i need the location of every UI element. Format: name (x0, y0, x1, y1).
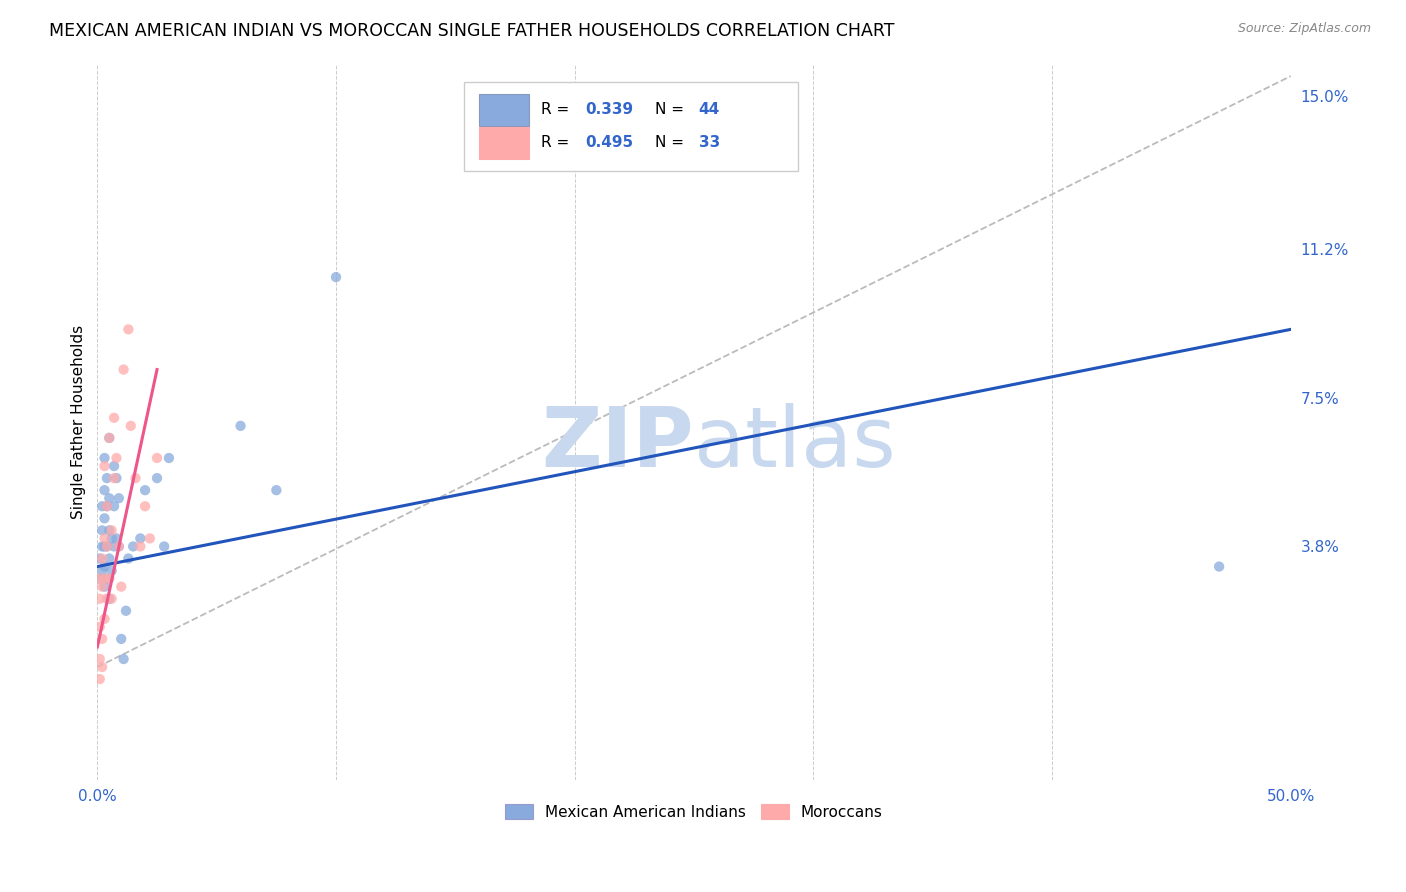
Point (96, 500, 118, 514)
Point (91, 524, 114, 538)
Point (98, 524, 121, 538)
Point (89, 572, 111, 586)
Point (129, 540, 152, 554)
Point (157, 450, 180, 465)
Text: N =: N = (655, 136, 689, 150)
Text: R =: R = (541, 103, 575, 118)
Point (93, 572, 115, 586)
Point (93, 450, 115, 465)
Text: 33: 33 (699, 136, 720, 150)
Point (115, 604, 138, 618)
Point (93, 532, 115, 546)
Point (146, 471, 169, 485)
Point (100, 564, 122, 578)
Point (105, 532, 128, 546)
Point (91, 540, 114, 554)
Point (89, 551, 111, 566)
Point (96, 500, 118, 514)
Point (325, 270, 347, 285)
Point (93, 511, 115, 525)
FancyBboxPatch shape (479, 95, 529, 126)
Legend: Mexican American Indians, Moroccans: Mexican American Indians, Moroccans (499, 797, 889, 826)
Point (134, 483, 156, 498)
Point (89, 652, 111, 666)
Point (96, 591, 118, 606)
Point (117, 322, 139, 336)
Point (108, 540, 131, 554)
Point (89, 572, 111, 586)
Point (229, 418, 252, 433)
Point (117, 551, 139, 566)
Point (91, 660, 114, 674)
Point (89, 591, 111, 606)
Point (93, 458, 115, 473)
Point (139, 532, 162, 546)
Point (98, 491, 121, 506)
Point (266, 483, 288, 498)
Point (98, 572, 121, 586)
Point (103, 471, 125, 485)
Point (96, 540, 118, 554)
Text: Source: ZipAtlas.com: Source: ZipAtlas.com (1237, 22, 1371, 36)
Point (108, 540, 131, 554)
Point (103, 410, 125, 425)
Point (105, 471, 128, 485)
Point (103, 458, 125, 473)
Point (112, 362, 135, 376)
Point (103, 540, 125, 554)
Point (89, 672, 111, 686)
Point (96, 572, 118, 586)
Point (98, 551, 121, 566)
Point (124, 471, 146, 485)
Point (146, 450, 169, 465)
Point (93, 580, 115, 594)
Point (91, 551, 114, 566)
Point (110, 580, 132, 594)
Point (91, 564, 114, 578)
Point (96, 471, 118, 485)
Point (91, 500, 114, 514)
Point (134, 500, 156, 514)
Text: R =: R = (541, 136, 575, 150)
Point (93, 540, 115, 554)
Text: atlas: atlas (695, 403, 896, 483)
Point (93, 483, 115, 498)
Point (91, 580, 114, 594)
Point (89, 620, 111, 634)
Text: ZIP: ZIP (541, 403, 695, 483)
Point (1208, 559, 1230, 574)
Point (108, 491, 131, 506)
Point (98, 431, 121, 445)
Point (120, 418, 142, 433)
Text: MEXICAN AMERICAN INDIAN VS MOROCCAN SINGLE FATHER HOUSEHOLDS CORRELATION CHART: MEXICAN AMERICAN INDIAN VS MOROCCAN SING… (49, 22, 894, 40)
Text: 44: 44 (699, 103, 720, 118)
Point (105, 450, 128, 465)
Point (110, 632, 132, 646)
Point (103, 500, 125, 514)
FancyBboxPatch shape (464, 82, 797, 171)
Point (96, 540, 118, 554)
Point (112, 652, 135, 666)
Text: N =: N = (655, 103, 689, 118)
Point (100, 591, 122, 606)
Point (91, 632, 114, 646)
Text: 0.339: 0.339 (585, 103, 634, 118)
Y-axis label: Single Father Households: Single Father Households (72, 325, 86, 519)
Point (100, 524, 122, 538)
Point (93, 559, 115, 574)
Point (98, 591, 121, 606)
Point (153, 540, 176, 554)
Point (98, 431, 121, 445)
Point (129, 532, 152, 546)
Point (100, 532, 122, 546)
Point (122, 540, 145, 554)
Text: 0.495: 0.495 (585, 136, 634, 150)
Point (93, 612, 115, 626)
FancyBboxPatch shape (479, 127, 529, 159)
